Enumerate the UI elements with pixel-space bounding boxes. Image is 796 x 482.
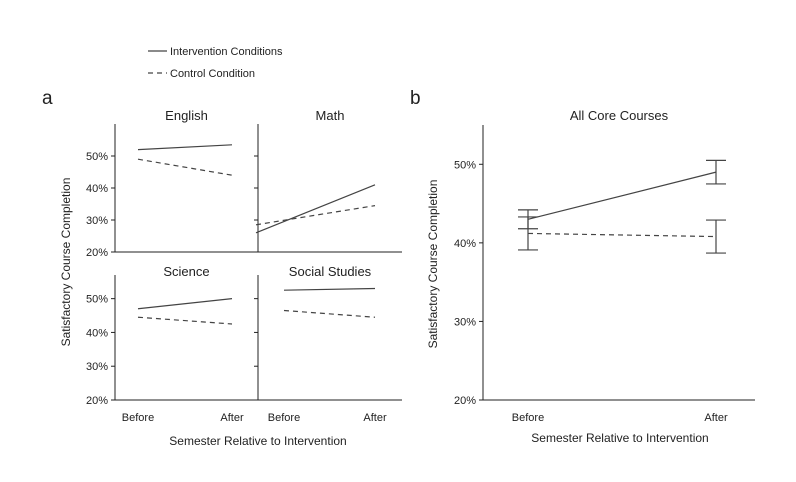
- y-tick-label: 20%: [86, 395, 108, 407]
- y-tick-label: 50%: [454, 159, 476, 171]
- y-tick-label: 50%: [86, 151, 108, 163]
- legend: Intervention Conditions Control Conditio…: [148, 46, 283, 80]
- panel-title: Social Studies: [289, 264, 372, 279]
- legend-label-control: Control Condition: [170, 68, 255, 80]
- panel-all-core: All Core Courses 20% 30% 40% 50% Before After: [454, 108, 755, 424]
- y-tick-label: 20%: [454, 395, 476, 407]
- panel-title: English: [165, 108, 208, 123]
- panel-b-x-axis-label: Semester Relative to Intervention: [531, 431, 708, 445]
- chart-panels: English 20% 30% 40% 50% Math Science 20% 30% 40% 5…: [86, 108, 755, 424]
- x-tick-label: Before: [122, 412, 154, 424]
- x-tick-label: After: [220, 412, 244, 424]
- panel-social-studies: Social Studies Before After: [254, 264, 402, 424]
- series-line-control: [255, 205, 376, 226]
- y-tick-label: 30%: [454, 316, 476, 328]
- series-line-intervention: [283, 287, 376, 291]
- y-tick-label: 40%: [86, 327, 108, 339]
- y-tick-label: 40%: [86, 183, 108, 195]
- series-line-intervention: [137, 298, 233, 310]
- panel-science: Science 20% 30% 40% 50% Before After: [86, 264, 258, 424]
- series-line-control: [527, 232, 717, 238]
- x-tick-label: Before: [512, 412, 544, 424]
- x-tick-label: After: [704, 412, 728, 424]
- panel-label-b: b: [410, 88, 421, 109]
- y-tick-label: 50%: [86, 294, 108, 306]
- y-tick-label: 40%: [454, 238, 476, 250]
- panel-label-a: a: [42, 88, 53, 109]
- series-line-control: [137, 158, 233, 176]
- legend-label-intervention: Intervention Conditions: [170, 46, 283, 58]
- panel-a-x-axis-label: Semester Relative to Intervention: [169, 434, 346, 448]
- panel-title: Science: [163, 264, 209, 279]
- y-tick-label: 20%: [86, 247, 108, 259]
- series-line-control: [137, 316, 233, 325]
- panel-english: English 20% 30% 40% 50%: [86, 108, 258, 259]
- panel-math: Math: [254, 108, 402, 253]
- x-tick-label: Before: [268, 412, 300, 424]
- panel-title: All Core Courses: [570, 108, 669, 123]
- y-tick-label: 30%: [86, 361, 108, 373]
- x-tick-label: After: [363, 412, 387, 424]
- y-tick-label: 30%: [86, 215, 108, 227]
- series-line-intervention: [137, 144, 233, 151]
- panel-title: Math: [316, 108, 345, 123]
- series-line-control: [283, 309, 376, 318]
- panel-a-y-axis-label: Satisfactory Course Completion: [59, 178, 73, 347]
- series-line-intervention: [527, 171, 717, 220]
- series-line-intervention: [255, 184, 376, 234]
- panel-b-y-axis-label: Satisfactory Course Completion: [426, 180, 440, 349]
